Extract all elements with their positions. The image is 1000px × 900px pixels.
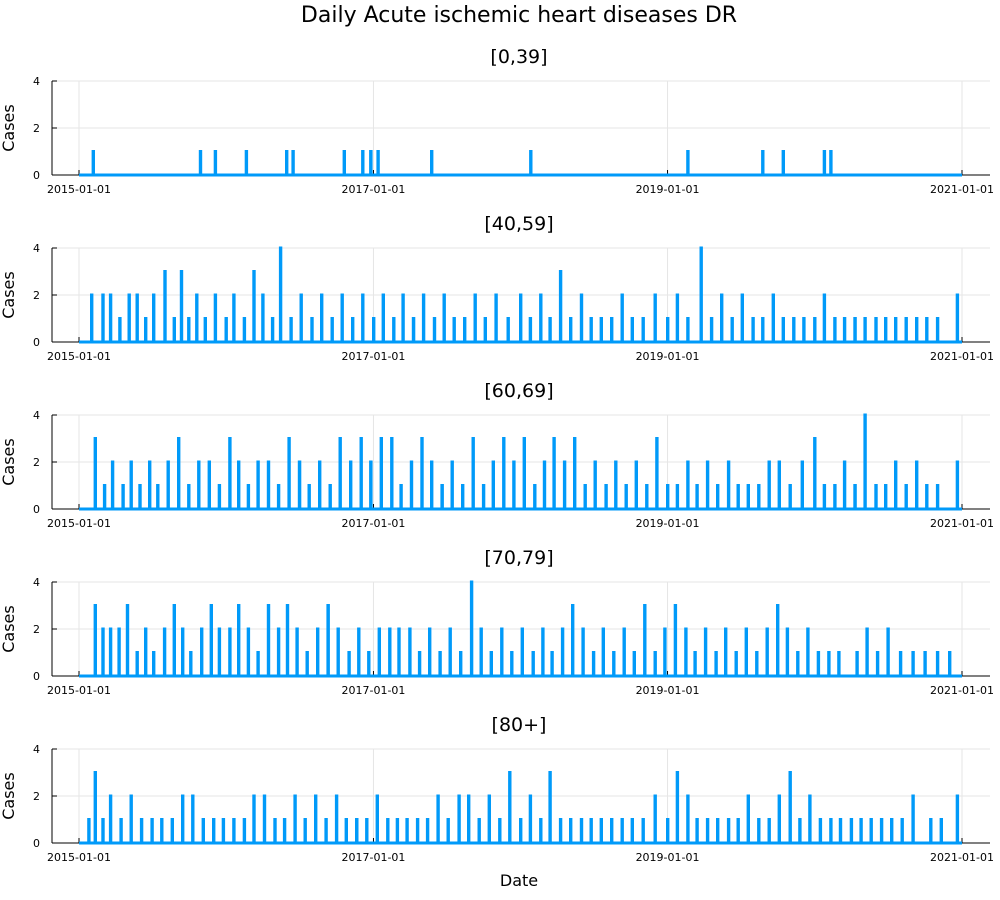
y-tick-label: 4 — [33, 743, 40, 756]
x-tick-label: 2017-01-01 — [341, 684, 405, 697]
panel-3: [60,69] 0 2 4 2015-01-01 2017-01-01 2019-01-01… — [0, 380, 994, 530]
panel-title: [40,59] — [484, 213, 553, 235]
y-tick-label: 4 — [33, 409, 40, 422]
x-tick-label: 2017-01-01 — [341, 517, 405, 530]
y-tick-label: 2 — [33, 790, 40, 803]
y-tick-label: 2 — [33, 623, 40, 636]
panel-2: [40,59] 0 2 4 2015-01-01 2017-01-01 2019-01-01… — [0, 213, 994, 363]
panel-title: [60,69] — [484, 380, 553, 402]
chart-title: Daily Acute ischemic heart diseases DR — [301, 3, 737, 28]
series-line — [79, 413, 962, 511]
y-axis-label: Cases — [0, 271, 18, 319]
y-tick-label: 4 — [33, 242, 40, 255]
panel-title: [80+] — [492, 714, 547, 736]
x-tick-label: 2021-01-01 — [930, 517, 994, 530]
series-line — [79, 580, 962, 678]
x-tick-label: 2015-01-01 — [47, 183, 111, 196]
y-axis-label: Cases — [0, 772, 18, 820]
x-tick-label: 2019-01-01 — [636, 350, 700, 363]
x-tick-label: 2015-01-01 — [47, 350, 111, 363]
x-tick-label: 2019-01-01 — [636, 851, 700, 864]
y-tick-label: 2 — [33, 289, 40, 302]
x-tick-label: 2015-01-01 — [47, 684, 111, 697]
y-tick-label: 0 — [33, 837, 40, 850]
y-tick-label: 2 — [33, 122, 40, 135]
y-tick-label: 4 — [33, 576, 40, 589]
x-tick-label: 2021-01-01 — [930, 851, 994, 864]
x-tick-label: 2019-01-01 — [636, 684, 700, 697]
y-tick-label: 0 — [33, 336, 40, 349]
x-axis-label: Date — [500, 871, 538, 890]
x-tick-label: 2015-01-01 — [47, 851, 111, 864]
x-tick-label: 2021-01-01 — [930, 183, 994, 196]
x-tick-label: 2017-01-01 — [341, 851, 405, 864]
x-tick-label: 2021-01-01 — [930, 350, 994, 363]
x-tick-label: 2015-01-01 — [47, 517, 111, 530]
x-tick-label: 2019-01-01 — [636, 517, 700, 530]
x-tick-label: 2019-01-01 — [636, 183, 700, 196]
panel-title: [0,39] — [490, 46, 547, 68]
panel-1: [0,39] 0 2 4 2015-01-01 2017-01-01 2019-01-01 2… — [0, 46, 994, 196]
panel-title: [70,79] — [484, 547, 553, 569]
y-axis-label: Cases — [0, 605, 18, 653]
x-tick-label: 2021-01-01 — [930, 684, 994, 697]
series-line — [79, 150, 962, 177]
series-line — [79, 246, 962, 344]
y-tick-label: 0 — [33, 503, 40, 516]
x-tick-label: 2017-01-01 — [341, 350, 405, 363]
series-line — [79, 771, 962, 845]
chart-panels: [0,39] 0 2 4 2015-01-01 2017-01-01 2019-01-01 2… — [0, 46, 994, 864]
x-tick-label: 2017-01-01 — [341, 183, 405, 196]
y-tick-label: 0 — [33, 169, 40, 182]
y-axis-label: Cases — [0, 104, 18, 152]
y-tick-label: 0 — [33, 670, 40, 683]
y-tick-label: 2 — [33, 456, 40, 469]
y-tick-label: 4 — [33, 75, 40, 88]
panel-5: [80+] 0 2 4 2015-01-01 2017-01-01 2019-01-01 20… — [0, 714, 994, 864]
panel-4: [70,79] 0 2 4 2015-01-01 2017-01-01 2019-01-01… — [0, 547, 994, 697]
y-axis-label: Cases — [0, 438, 18, 486]
